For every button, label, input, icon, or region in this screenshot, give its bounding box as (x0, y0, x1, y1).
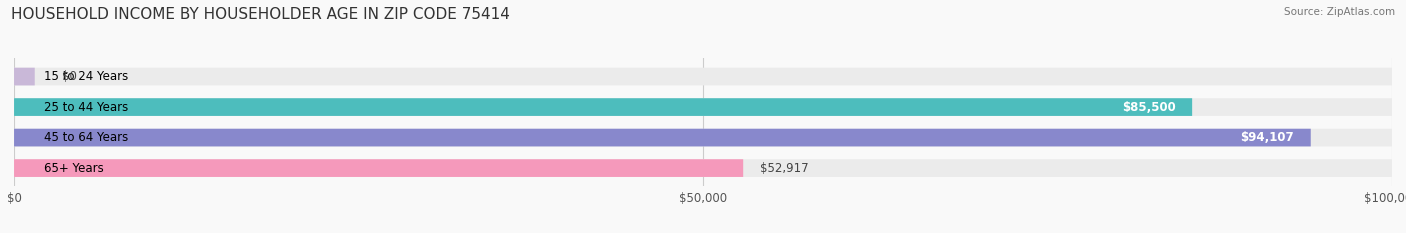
Text: $0: $0 (62, 70, 77, 83)
Text: 25 to 44 Years: 25 to 44 Years (45, 101, 128, 113)
FancyBboxPatch shape (14, 68, 35, 86)
Text: $85,500: $85,500 (1122, 101, 1175, 113)
Text: $94,107: $94,107 (1240, 131, 1294, 144)
FancyBboxPatch shape (14, 98, 1192, 116)
FancyBboxPatch shape (14, 98, 1392, 116)
FancyBboxPatch shape (14, 68, 1392, 86)
Text: $52,917: $52,917 (759, 162, 808, 175)
Text: HOUSEHOLD INCOME BY HOUSEHOLDER AGE IN ZIP CODE 75414: HOUSEHOLD INCOME BY HOUSEHOLDER AGE IN Z… (11, 7, 510, 22)
FancyBboxPatch shape (14, 129, 1392, 146)
Text: 15 to 24 Years: 15 to 24 Years (45, 70, 128, 83)
FancyBboxPatch shape (14, 159, 744, 177)
Text: Source: ZipAtlas.com: Source: ZipAtlas.com (1284, 7, 1395, 17)
Text: 65+ Years: 65+ Years (45, 162, 104, 175)
FancyBboxPatch shape (14, 129, 1310, 146)
FancyBboxPatch shape (14, 159, 1392, 177)
Text: 45 to 64 Years: 45 to 64 Years (45, 131, 128, 144)
